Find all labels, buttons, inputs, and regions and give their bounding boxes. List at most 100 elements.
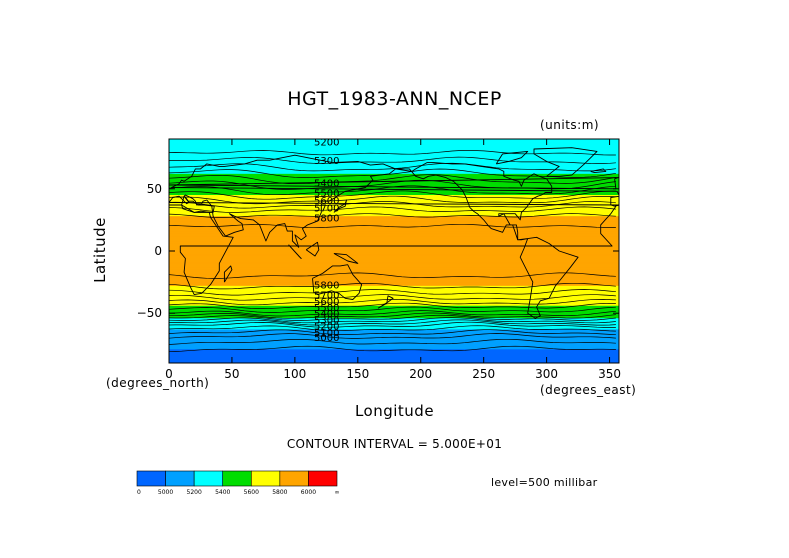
fill-band (169, 163, 619, 166)
colorbar-label: 5400 (215, 489, 230, 496)
fill-band (169, 139, 619, 141)
fill-band (169, 156, 619, 159)
coastline (622, 178, 789, 189)
fill-band (169, 222, 619, 225)
fill-band (169, 147, 619, 150)
contour-line (169, 190, 616, 200)
coastline (742, 245, 755, 259)
fill-band (169, 333, 619, 335)
colorbar-label: 5200 (187, 489, 202, 496)
fill-band (169, 182, 619, 185)
fill-band (169, 199, 619, 202)
fill-band (169, 170, 619, 172)
fill-band (169, 251, 619, 253)
fill-band (169, 275, 619, 278)
fill-band (169, 231, 619, 233)
fill-band (169, 305, 619, 308)
fill-band (169, 213, 619, 216)
fill-band (169, 302, 619, 304)
fill-band (169, 158, 619, 161)
fill-band (169, 335, 619, 338)
contour-label: 5400 (314, 309, 339, 320)
contour-line (169, 333, 616, 339)
fill-band (169, 265, 619, 268)
colorbar-label: 6000 (301, 489, 316, 496)
contour-labels: 5200530054005500560057005800580057005600… (314, 137, 339, 343)
fill-band (169, 254, 619, 257)
contour-label: 5200 (314, 322, 339, 333)
contour-line (169, 174, 616, 185)
fill-band (169, 183, 619, 186)
fill-band (169, 346, 619, 349)
fill-band (169, 191, 619, 194)
fill-band (169, 283, 619, 286)
x-tick-label: 350 (598, 367, 621, 381)
fill-band (169, 214, 619, 217)
fill-band (169, 224, 619, 227)
fill-band (169, 255, 619, 258)
colorbar-swatch (279, 470, 309, 487)
fill-band (169, 209, 619, 212)
x-tick-label: 200 (409, 367, 432, 381)
x-tick-label: 50 (224, 367, 239, 381)
fill-band (169, 338, 619, 340)
fill-band (169, 143, 619, 146)
contour-label: 5700 (314, 291, 339, 302)
contour-label: 5600 (314, 196, 339, 207)
fill-band (169, 141, 619, 144)
fill-band (169, 187, 619, 190)
x-units-label: (degrees_east) (540, 383, 637, 397)
fill-band (169, 241, 619, 243)
fill-band (169, 299, 619, 302)
x-tick-label: 100 (283, 367, 306, 381)
coastline (395, 162, 579, 319)
x-tick-label: 250 (472, 367, 495, 381)
contour-line (169, 329, 616, 336)
fill-band (169, 354, 619, 357)
contour-line (169, 150, 616, 156)
fill-band (169, 216, 619, 218)
fill-band (169, 153, 619, 156)
fill-band (169, 353, 619, 355)
contour-line (169, 294, 616, 301)
fill-band (169, 243, 619, 246)
fill-band (169, 336, 619, 339)
fill-band (169, 258, 619, 261)
contour-label: 5500 (314, 189, 339, 200)
x-tick-label: 300 (535, 367, 558, 381)
contour-label: 5400 (314, 179, 339, 190)
fill-band (169, 269, 619, 272)
fill-band (169, 223, 619, 226)
coastline (138, 169, 153, 173)
fill-band (169, 218, 619, 221)
fill-band (169, 142, 619, 145)
fill-band (169, 219, 619, 222)
fill-band (169, 273, 619, 276)
contour-line (169, 272, 616, 279)
coastline (43, 151, 75, 164)
coastline (179, 204, 617, 296)
coastline (312, 264, 363, 300)
coastline (169, 154, 619, 248)
fill-band (169, 318, 619, 321)
fill-band (169, 259, 619, 262)
fill-band (169, 315, 619, 318)
fill-band (169, 329, 619, 332)
fill-band (169, 351, 619, 354)
contour-line (169, 201, 616, 209)
fill-band (169, 340, 619, 343)
fill-band (169, 173, 619, 176)
coastline (622, 196, 667, 212)
x-tick-label: 0 (165, 367, 173, 381)
fill-band (169, 358, 619, 360)
fill-band (169, 350, 619, 353)
fill-band (169, 285, 619, 288)
level-text: level=500 millibar (491, 476, 598, 489)
contour-label: 5200 (314, 137, 339, 148)
contour-line (169, 223, 616, 229)
colorbar-label: ∞ (335, 489, 340, 496)
y-tick-label: 50 (147, 182, 162, 196)
fill-band (169, 260, 619, 263)
fill-band (169, 162, 619, 165)
contour-line (169, 195, 616, 205)
